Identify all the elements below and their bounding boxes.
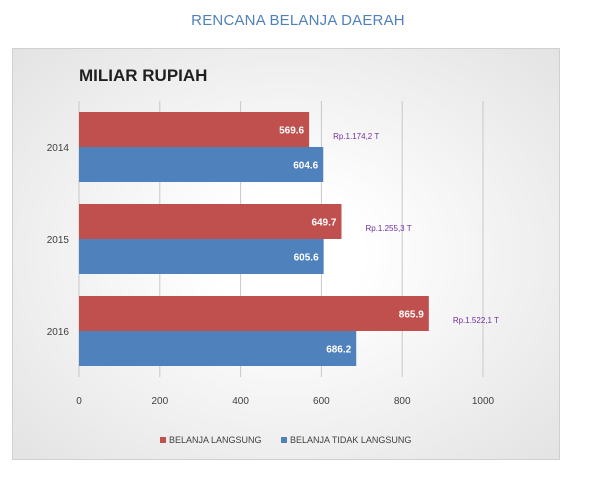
bar-value-label: 569.6 <box>279 126 304 137</box>
x-tick-label: 800 <box>394 396 411 407</box>
bar-value-label: 865.9 <box>399 310 424 321</box>
category-labels: 2014 2015 2016 <box>47 143 70 338</box>
bar <box>79 204 342 239</box>
x-tick-label: 1000 <box>472 396 495 407</box>
chart-title: MILIAR RUPIAH <box>79 66 207 85</box>
bar-labels: 569.6 604.6 649.7 605.6 865.9 686.2 <box>279 126 424 356</box>
x-tick-label: 400 <box>232 396 249 407</box>
bar <box>79 239 324 274</box>
total-annotation: Rp.1.522,1 T <box>453 316 499 325</box>
bar-value-label: 649.7 <box>311 218 336 229</box>
legend-swatch <box>160 437 166 443</box>
legend: BELANJA LANGSUNG BELANJA TIDAK LANGSUNG <box>160 435 411 445</box>
legend-swatch <box>281 437 287 443</box>
category-label: 2014 <box>47 143 70 154</box>
bars <box>79 112 429 366</box>
bar-value-label: 605.6 <box>294 253 319 264</box>
bar-value-label: 604.6 <box>293 161 318 172</box>
category-label: 2016 <box>47 327 70 338</box>
bar-value-label: 686.2 <box>326 345 351 356</box>
bar <box>79 296 429 331</box>
chart-frame: MILIAR RUPIAH 569.6 604.6 649.7 605.6 865.9 6… <box>12 48 560 460</box>
x-tick-label: 200 <box>151 396 168 407</box>
legend-label: BELANJA TIDAK LANGSUNG <box>290 435 411 445</box>
bar <box>79 147 324 182</box>
total-annotation: Rp.1.174,2 T <box>333 132 379 141</box>
bar <box>79 112 310 147</box>
total-annotation: Rp.1.255,3 T <box>365 224 411 233</box>
x-tick-label: 600 <box>313 396 330 407</box>
x-tick-labels: 0 200 400 600 800 1000 <box>76 396 494 407</box>
bar <box>79 331 357 366</box>
x-tick-label: 0 <box>76 396 82 407</box>
category-label: 2015 <box>47 235 70 246</box>
legend-label: BELANJA LANGSUNG <box>169 435 262 445</box>
annotations: Rp.1.174,2 T Rp.1.255,3 T Rp.1.522,1 T <box>333 132 499 325</box>
page-title: RENCANA BELANJA DAERAH <box>191 12 405 29</box>
bar-chart: MILIAR RUPIAH 569.6 604.6 649.7 605.6 865.9 6… <box>47 66 499 445</box>
